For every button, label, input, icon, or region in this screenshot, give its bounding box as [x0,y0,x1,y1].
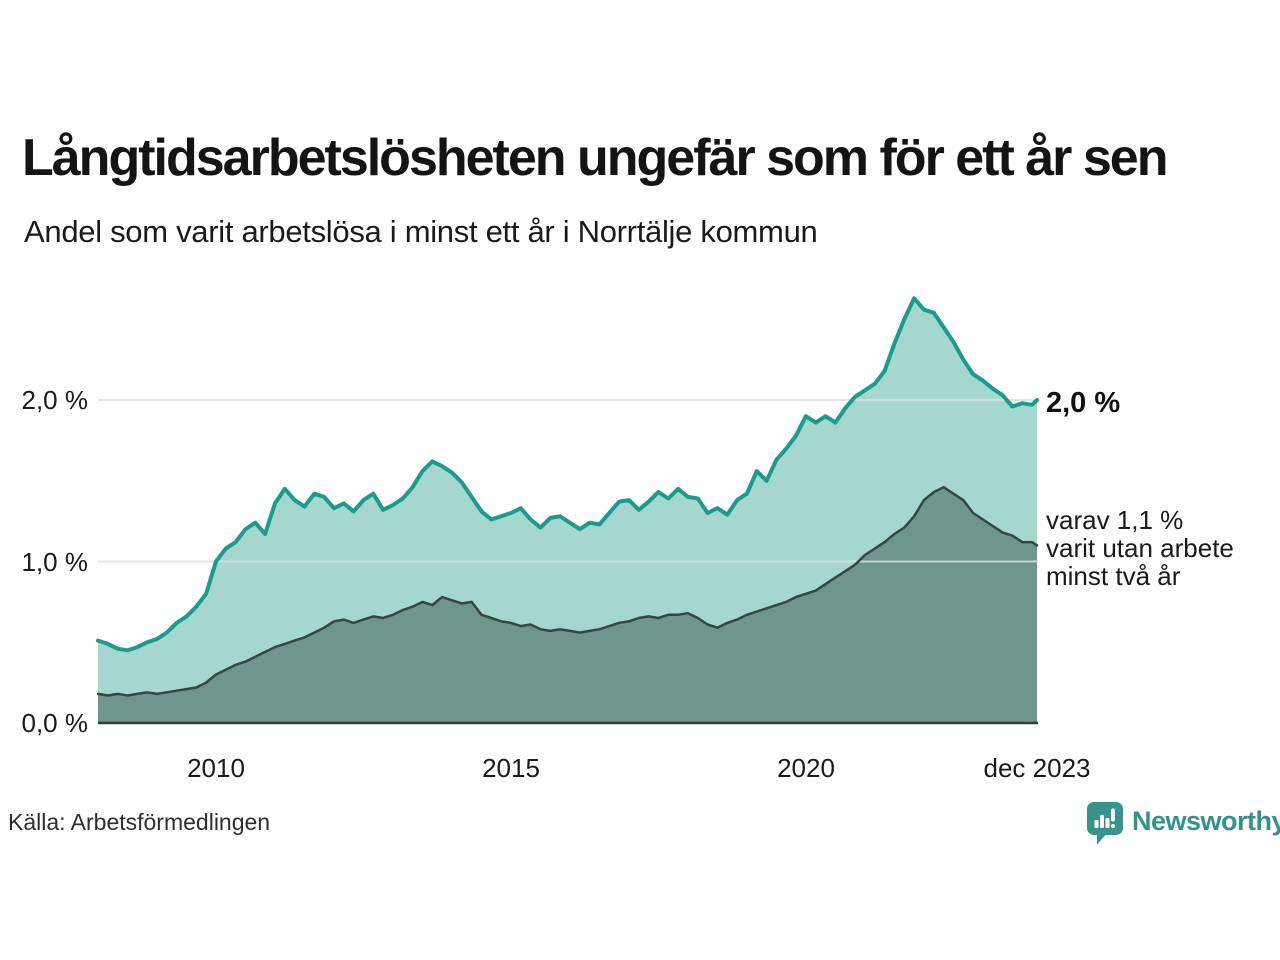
secondary-annotation-line-3: minst två år [1046,561,1181,591]
y-tick-label-2: 2,0 % [21,385,89,415]
x-tick-label-dec-2023: dec 2023 [983,753,1091,783]
end-value-annotation: 2,0 % [1046,387,1121,419]
newsworthy-bubble-chart-icon [1087,802,1123,845]
y-tick-label-1: 1,0 % [21,546,89,577]
secondary-annotation-line-1: varav 1,1 % [1046,505,1184,535]
secondary-annotation-line-2: varit utan arbete [1046,533,1234,563]
secondary-annotation: varav 1,1 % varit utan arbete minst två … [1046,506,1234,590]
gridlines [98,399,1038,563]
x-tick-label-2010: 2010 [187,753,245,783]
chart-title: Långtidsarbetslösheten ungefär som för e… [22,129,1168,187]
series-twoplus-line [96,485,1039,697]
newsworthy-logo: Newsworthy [1086,801,1280,845]
source-attribution: Källa: Arbetsförmedlingen [8,809,271,835]
newsworthy-wordmark: Newsworthy [1132,806,1280,836]
x-tick-label-2020: 2020 [777,753,835,783]
chart-subtitle: Andel som varit arbetslösa i minst ett å… [24,214,818,249]
series-total-line [96,296,1039,653]
x-tick-label-2015: 2015 [482,753,540,783]
series-twoplus-area [98,487,1037,723]
y-tick-label-0: 0,0 % [21,708,89,738]
